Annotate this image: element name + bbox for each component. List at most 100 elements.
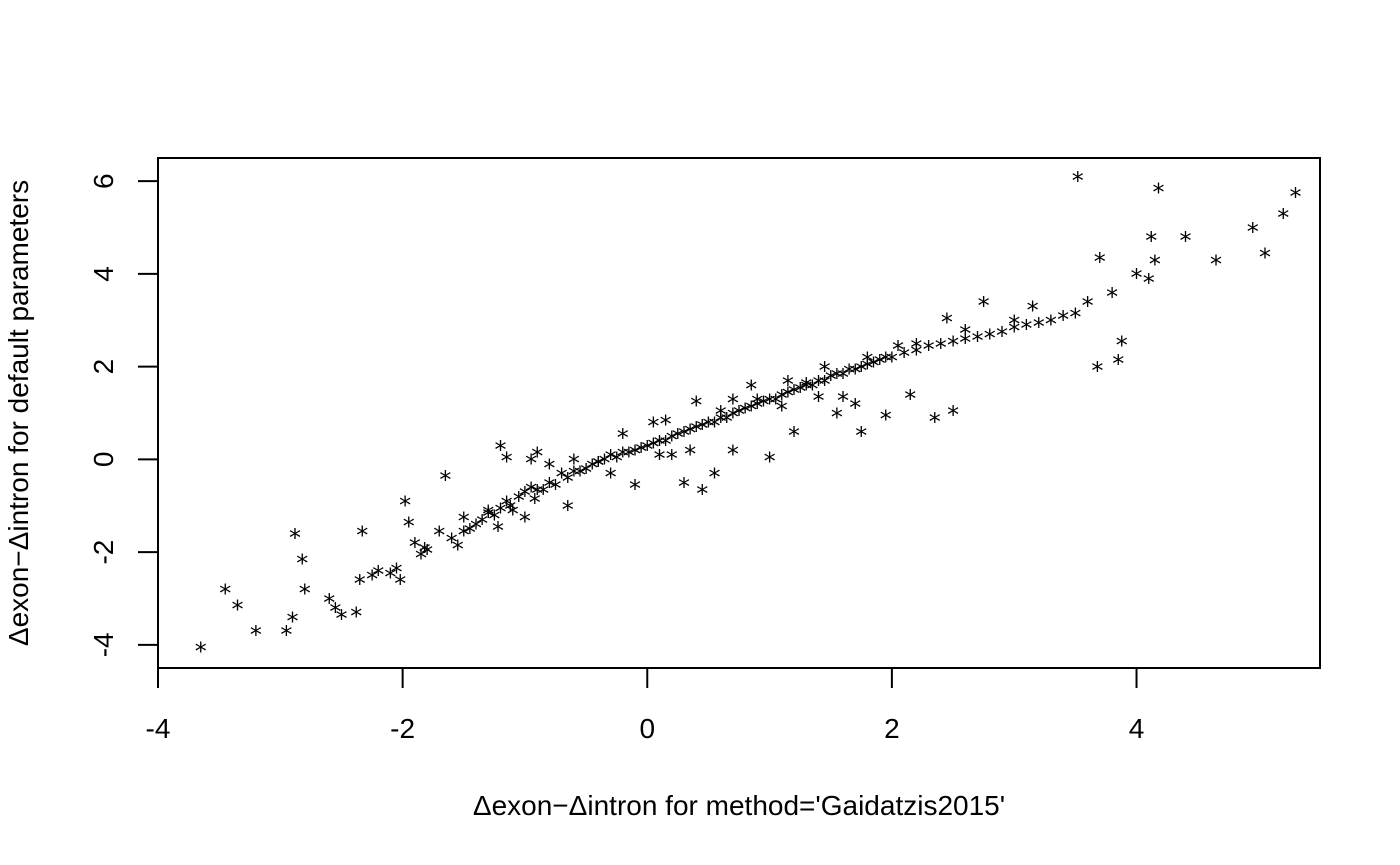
data-point: * xyxy=(492,517,504,545)
data-point: * xyxy=(513,487,525,515)
data-point: * xyxy=(458,508,470,536)
data-point: * xyxy=(1180,227,1192,255)
data-point: * xyxy=(1057,306,1069,334)
data-point: * xyxy=(776,385,788,413)
data-point: * xyxy=(574,461,586,489)
data-point: * xyxy=(299,580,311,608)
data-point: * xyxy=(384,563,396,591)
data-point: * xyxy=(219,580,231,608)
data-point: * xyxy=(794,378,806,406)
data-point: * xyxy=(880,406,892,434)
data-point: * xyxy=(1116,332,1128,360)
data-point: * xyxy=(751,394,763,422)
data-point: * xyxy=(825,366,837,394)
data-point: * xyxy=(1290,183,1302,211)
data-point: * xyxy=(519,508,531,536)
data-point: * xyxy=(647,413,659,441)
data-point: * xyxy=(296,549,308,577)
data-point: * xyxy=(727,403,739,431)
data-point: * xyxy=(929,408,941,436)
data-point: * xyxy=(751,389,763,417)
data-point: * xyxy=(892,336,904,364)
data-point: * xyxy=(684,420,696,448)
data-point: * xyxy=(1033,313,1045,341)
data-point: * xyxy=(1210,250,1222,278)
data-point: * xyxy=(941,308,953,336)
data-point: * xyxy=(831,364,843,392)
data-point: * xyxy=(1106,283,1118,311)
x-tick-label: 2 xyxy=(884,713,900,744)
data-point: * xyxy=(504,496,516,524)
data-point: * xyxy=(721,408,733,436)
data-point: * xyxy=(476,510,488,538)
data-point: * xyxy=(1094,248,1106,276)
data-point: * xyxy=(592,452,604,480)
data-point: * xyxy=(399,491,411,519)
data-point: * xyxy=(501,447,513,475)
data-point: * xyxy=(745,376,757,404)
data-point: * xyxy=(580,459,592,487)
data-point: * xyxy=(1145,227,1157,255)
data-point: * xyxy=(843,359,855,387)
data-point: * xyxy=(525,478,537,506)
data-point: * xyxy=(439,466,451,494)
data-point: * xyxy=(1069,304,1081,332)
data-point: * xyxy=(605,445,617,473)
data-point: * xyxy=(947,401,959,429)
data-point: * xyxy=(666,445,678,473)
data-point: * xyxy=(660,431,672,459)
data-point: * xyxy=(910,341,922,369)
data-point: * xyxy=(1143,269,1155,297)
data-point: * xyxy=(959,320,971,348)
data-point: * xyxy=(764,389,776,417)
data-point: * xyxy=(232,596,244,624)
data-point: * xyxy=(617,443,629,471)
data-point: * xyxy=(529,489,541,517)
data-point: * xyxy=(525,450,537,478)
data-point: * xyxy=(727,389,739,417)
data-point: * xyxy=(819,371,831,399)
data-point: * xyxy=(1112,350,1124,378)
data-point: * xyxy=(629,475,641,503)
data-point: * xyxy=(329,598,341,626)
data-point: * xyxy=(739,399,751,427)
data-point: * xyxy=(531,443,543,471)
data-point: * xyxy=(709,413,721,441)
data-point: * xyxy=(880,348,892,376)
data-point: * xyxy=(923,336,935,364)
data-point: * xyxy=(776,396,788,424)
data-point: * xyxy=(1008,311,1020,339)
data-point: * xyxy=(1131,264,1143,292)
data-point: * xyxy=(709,464,721,492)
data-point: * xyxy=(605,464,617,492)
y-axis: -4 -2 0 2 4 6 xyxy=(88,173,159,657)
data-point: * xyxy=(874,350,886,378)
data-point: * xyxy=(394,570,406,598)
data-point: * xyxy=(250,621,262,649)
data-point: * xyxy=(289,524,301,552)
data-point: * xyxy=(886,348,898,376)
data-point: * xyxy=(696,480,708,508)
data-point: * xyxy=(660,410,672,438)
data-point: * xyxy=(611,447,623,475)
data-point: * xyxy=(904,385,916,413)
data-point: * xyxy=(562,496,574,524)
data-point: * xyxy=(996,322,1008,350)
data-point: * xyxy=(1091,357,1103,385)
data-point: * xyxy=(446,529,458,557)
data-point: * xyxy=(868,352,880,380)
data-point: * xyxy=(356,522,368,550)
data-point: * xyxy=(391,559,403,587)
data-point: * xyxy=(433,522,445,550)
data-point: * xyxy=(910,334,922,362)
y-tick-label: 2 xyxy=(88,359,119,375)
data-point: * xyxy=(550,475,562,503)
data-point: * xyxy=(635,438,647,466)
data-point: * xyxy=(935,334,947,362)
data-point: * xyxy=(562,468,574,496)
data-point: * xyxy=(696,415,708,443)
data-point: * xyxy=(280,621,292,649)
data-point: * xyxy=(806,376,818,404)
data-point: * xyxy=(837,387,849,415)
